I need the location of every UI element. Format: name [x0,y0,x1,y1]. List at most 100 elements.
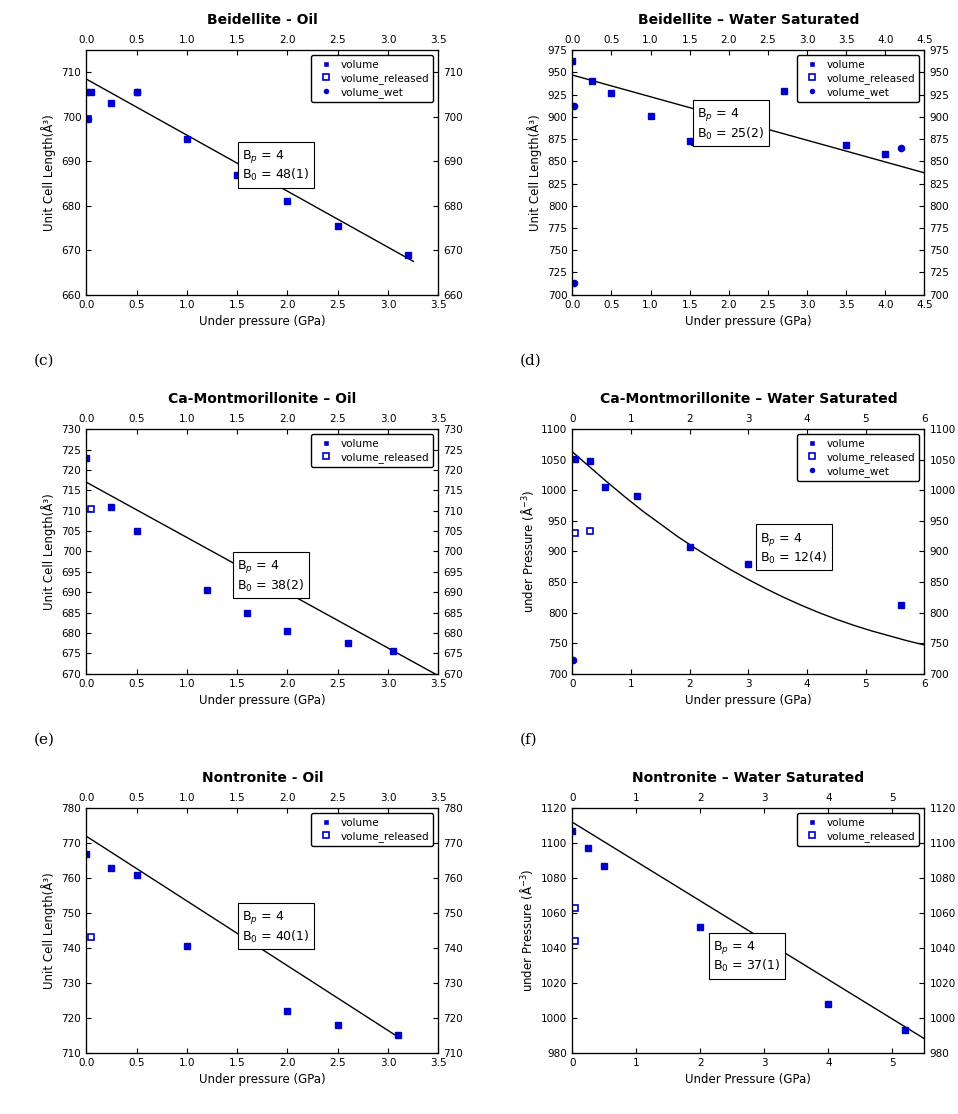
volume [840,138,852,152]
Line: volume: volume [83,850,401,1038]
volume [584,455,596,468]
Title: Nontronite – Water Saturated: Nontronite – Water Saturated [632,771,864,785]
volume [80,847,92,860]
volume [131,86,143,99]
Y-axis label: Unit Cell Length(Å³): Unit Cell Length(Å³) [41,114,57,231]
volume [105,97,117,110]
volume [879,147,891,160]
Legend: volume, volume_released, volume_wet: volume, volume_released, volume_wet [797,56,920,101]
Line: volume_wet: volume_wet [571,102,904,286]
volume [599,480,610,494]
Text: (c): (c) [34,354,54,368]
volume [645,109,656,123]
Legend: volume, volume_released: volume, volume_released [311,813,433,846]
volume_wet [568,99,580,113]
Line: volume: volume [83,455,397,654]
volume_released [584,525,596,538]
Text: B$_p$ = 4
B$_0$ = 40(1): B$_p$ = 4 B$_0$ = 40(1) [242,909,309,945]
X-axis label: Under pressure (GPa): Under pressure (GPa) [199,315,326,329]
volume [754,557,765,570]
volume [105,861,117,874]
Line: volume_wet: volume_wet [85,89,140,123]
volume [569,452,581,466]
volume [900,1024,911,1037]
volume [282,624,293,637]
Y-axis label: Unit Cell Length(Å³): Unit Cell Length(Å³) [41,872,57,989]
Text: (f): (f) [519,733,537,746]
volume [85,86,97,99]
volume [181,133,193,146]
volume_released [570,901,582,915]
Text: B$_p$ = 4
B$_0$ = 12(4): B$_p$ = 4 B$_0$ = 12(4) [760,530,828,566]
volume [332,1018,344,1032]
volume [282,1004,293,1017]
Y-axis label: Unit Cell Length(Å³): Unit Cell Length(Å³) [527,114,542,231]
volume [80,451,92,465]
Legend: volume, volume_released: volume, volume_released [797,813,920,846]
volume [80,86,92,99]
volume_wet [895,141,906,155]
volume [695,920,706,934]
volume [232,168,243,182]
volume [342,636,354,649]
Text: B$_p$ = 4
B$_0$ = 37(1): B$_p$ = 4 B$_0$ = 37(1) [713,939,781,975]
volume [684,134,696,147]
volume [599,859,610,872]
volume [201,584,213,597]
Legend: volume, volume_released, volume_wet: volume, volume_released, volume_wet [311,56,433,101]
volume [688,135,699,148]
volume [402,248,414,262]
volume_wet [131,86,143,99]
Legend: volume, volume_released, volume_wet: volume, volume_released, volume_wet [797,434,920,481]
volume [895,598,906,612]
volume [393,1028,404,1042]
X-axis label: Under pressure (GPa): Under pressure (GPa) [199,1073,326,1086]
Line: volume: volume [83,89,411,257]
Line: volume_released: volume_released [572,528,593,536]
volume [631,490,643,504]
volume_released [569,527,581,540]
X-axis label: Under pressure (GPa): Under pressure (GPa) [199,694,326,707]
Title: Ca-Montmorillonite – Oil: Ca-Montmorillonite – Oil [169,392,356,407]
Line: volume_released: volume_released [572,905,579,944]
volume_released [570,935,582,948]
volume_wet [82,113,94,126]
Text: (e): (e) [34,733,55,746]
Y-axis label: under Pressure (Å$^{-3}$): under Pressure (Å$^{-3}$) [518,490,536,613]
Text: B$_p$ = 4
B$_0$ = 38(2): B$_p$ = 4 B$_0$ = 38(2) [238,558,305,594]
volume [387,645,399,658]
volume [605,86,617,99]
Y-axis label: Unit Cell Length(Å³): Unit Cell Length(Å³) [41,494,56,609]
volume [778,85,789,98]
volume [105,500,117,514]
volume [684,540,696,554]
volume [131,868,143,881]
volume [582,842,594,856]
Text: (d): (d) [519,354,541,368]
Text: B$_p$ = 4
B$_0$ = 25(2): B$_p$ = 4 B$_0$ = 25(2) [697,106,765,141]
Y-axis label: under Pressure (Å$^{-3}$): under Pressure (Å$^{-3}$) [518,869,536,993]
Text: B$_p$ = 4
B$_0$ = 48(1): B$_p$ = 4 B$_0$ = 48(1) [242,148,309,184]
volume [181,939,193,952]
Title: Beidellite – Water Saturated: Beidellite – Water Saturated [638,13,859,27]
volume [742,557,754,570]
X-axis label: Under pressure (GPa): Under pressure (GPa) [685,694,811,707]
volume [723,134,735,147]
Line: volume: volume [569,58,888,157]
Legend: volume, volume_released: volume, volume_released [311,434,433,467]
volume [566,55,578,68]
volume [131,525,143,538]
X-axis label: Under pressure (GPa): Under pressure (GPa) [685,315,811,329]
Line: volume: volume [569,828,908,1033]
volume [566,824,578,838]
Line: volume: volume [572,456,904,608]
volume_wet [568,276,580,290]
volume [332,219,344,233]
volume [282,195,293,208]
Title: Ca-Montmorillonite – Water Saturated: Ca-Montmorillonite – Water Saturated [600,392,898,407]
Title: Beidellite - Oil: Beidellite - Oil [207,13,318,27]
Title: Nontronite - Oil: Nontronite - Oil [201,771,323,785]
volume [759,955,770,968]
volume [586,75,598,88]
volume [823,997,834,1010]
